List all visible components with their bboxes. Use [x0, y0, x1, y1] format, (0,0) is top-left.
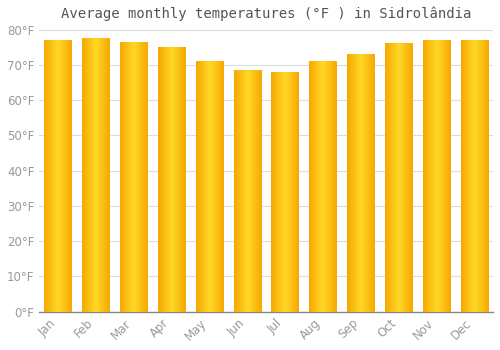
Title: Average monthly temperatures (°F ) in Sidrolândia: Average monthly temperatures (°F ) in Si…: [61, 7, 472, 21]
